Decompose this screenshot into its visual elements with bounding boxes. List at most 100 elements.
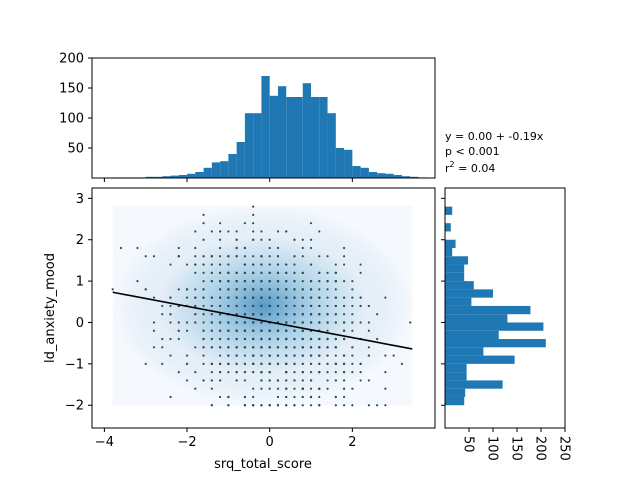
right-histogram-bar [445,380,503,389]
x-tick-label: 0 [266,435,274,450]
scatter-point [351,387,354,390]
scatter-point [276,263,280,266]
scatter-point [252,329,255,332]
scatter-point [293,337,296,341]
scatter-point [260,304,263,308]
scatter-point [252,230,255,233]
scatter-point [285,230,288,233]
scatter-point [268,329,271,332]
top-y-tick-label: 200 [59,52,84,67]
scatter-point [119,246,123,250]
scatter-point [260,280,263,283]
scatter-point [342,379,346,382]
scatter-point [194,271,197,274]
scatter-point [318,404,321,407]
scatter-point [268,288,271,291]
scatter-point [219,296,222,299]
scatter-point [326,329,329,332]
top-histogram-bar [178,175,188,178]
scatter-point [268,296,271,299]
scatter-point [342,246,346,250]
scatter-point [318,280,321,283]
scatter-point [309,321,313,324]
scatter-point [194,371,197,374]
scatter-point [276,346,280,349]
right-histogram-bar [445,223,451,232]
top-y-tick-label: 50 [67,142,84,157]
right-histogram-bar [445,256,469,265]
scatter-point [318,255,321,258]
scatter-point [194,387,197,390]
scatter-point [210,379,213,382]
scatter-point [326,354,329,357]
scatter-point [202,354,205,357]
right-x-tick-label: 150 [509,436,524,461]
scatter-point [276,230,280,233]
top-histogram-bar [401,176,411,178]
scatter-point [293,354,296,357]
scatter-point [285,379,288,382]
top-histogram-bar [244,113,254,178]
scatter-point [268,280,271,283]
scatter-point [318,346,321,349]
scatter-point [210,321,213,324]
scatter-point [177,246,180,250]
top-histogram-bar [352,166,361,178]
scatter-point [202,213,205,216]
scatter-point [210,337,213,341]
scatter-point [351,280,354,283]
density-heatmap [112,205,413,406]
scatter-point [351,404,354,407]
scatter-point [342,354,346,357]
scatter-point [227,288,230,291]
right-histogram-x-ticks: 50 100 150 200 250 [461,428,572,461]
scatter-point [185,362,189,365]
scatter-point [268,387,271,390]
scatter-point [227,280,230,283]
scatter-point [243,255,247,258]
scatter-point [194,304,197,308]
scatter-point [301,337,304,341]
right-histogram-bar [445,206,453,215]
right-histogram-bar [445,396,465,406]
scatter-point [359,271,362,274]
scatter-point [293,255,296,258]
scatter-point [202,296,205,299]
scatter-point [202,329,205,332]
scatter-point [194,246,197,250]
scatter-point [293,329,296,332]
annotation-r-sup: 2 [450,160,455,169]
scatter-point [285,346,288,349]
scatter-point [334,313,337,316]
scatter-point [202,337,205,341]
scatter-point [276,395,280,399]
scatter-point [202,271,205,274]
scatter-point [342,395,346,399]
scatter-point [293,395,296,399]
scatter-point [202,313,205,316]
scatter-point [400,362,404,365]
scatter-point [318,296,321,299]
main-x-ticks: −4 −2 0 2 [95,428,356,450]
top-histogram-bar [393,175,402,178]
scatter-point [219,346,222,349]
scatter-point [318,271,321,274]
scatter-point [367,354,370,357]
scatter-point [260,238,263,241]
scatter-point [392,354,395,357]
scatter-point [152,321,156,324]
scatter-point [227,371,230,374]
scatter-point [293,321,296,324]
scatter-point [210,313,213,316]
top-histogram-bar [286,97,295,178]
scatter-point [318,304,321,308]
y-tick-label: −2 [65,399,84,414]
scatter-point [334,296,337,299]
scatter-point [252,404,255,407]
scatter-point [227,304,230,308]
scatter-point [318,395,321,399]
scatter-point [235,354,238,357]
scatter-point [276,296,280,299]
scatter-point [342,255,346,258]
scatter-point [243,395,247,399]
